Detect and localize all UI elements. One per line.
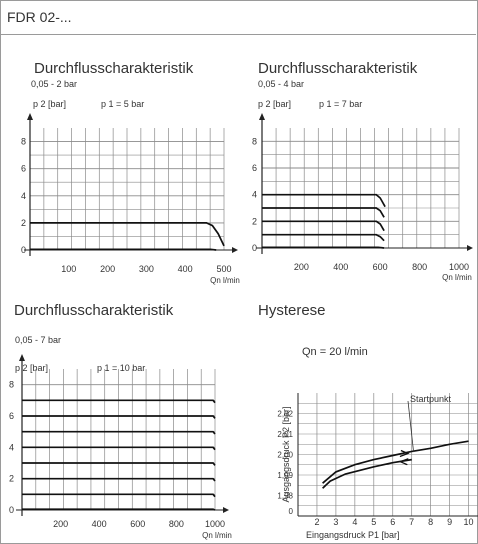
chart-2-ylabel: p 2 [bar] — [258, 99, 291, 109]
chart-3-title: Durchflusscharakteristik — [14, 302, 174, 319]
x-tick-label: 7 — [409, 517, 414, 527]
chart-1-ylabel: p 2 [bar] — [33, 99, 66, 109]
x-tick-label: 8 — [428, 517, 433, 527]
hysteresis-line-2 — [322, 458, 412, 489]
x-tick-label: 1000 — [449, 262, 469, 272]
chart-3-condition: p 1 = 10 bar — [97, 363, 145, 373]
x-axis-arrow — [232, 247, 238, 253]
hysteresis-line-1 — [322, 440, 469, 484]
x-tick-label: 100 — [61, 264, 76, 274]
chart-4-ylabel: Ausgangsdruck P2 [bar] — [281, 406, 291, 502]
x-tick-label: 200 — [100, 264, 115, 274]
x-tick-label: 3 — [333, 517, 338, 527]
y-tick-label: 1,99 — [277, 471, 293, 480]
chart-3-ylabel: p 2 [bar] — [15, 363, 48, 373]
y-tick-label: 4 — [21, 191, 26, 201]
chart-4-xlabel: Eingangsdruck P1 [bar] — [306, 530, 400, 540]
x-tick-label: 800 — [169, 519, 184, 529]
chart-1-subtitle: 0,05 - 2 bar — [31, 79, 77, 89]
x-tick-label: 10 — [464, 517, 474, 527]
series-line-2 — [30, 222, 225, 247]
y-tick-label: 1,98 — [277, 492, 293, 501]
x-tick-label: 4 — [352, 517, 357, 527]
startpunkt-annotation: Startpunkt — [410, 394, 452, 404]
y-tick-label: 0 — [21, 245, 26, 255]
x-axis-arrow — [467, 245, 473, 251]
x-tick-label: 5 — [371, 517, 376, 527]
document-title: FDR 02-... — [7, 9, 72, 25]
series-line-8 — [22, 399, 216, 404]
x-tick-label: 400 — [178, 264, 193, 274]
chart-2-title: Durchflusscharakteristik — [258, 60, 418, 77]
chart-3-xlabel: Qn l/min — [202, 531, 232, 540]
y-tick-label: 0 — [9, 505, 14, 515]
x-tick-label: 300 — [139, 264, 154, 274]
chart-1-condition: p 1 = 5 bar — [101, 99, 144, 109]
series-line-5 — [22, 446, 216, 451]
y-tick-label: 2,02 — [277, 410, 293, 419]
y-tick-label: 2 — [252, 216, 257, 226]
y-tick-label: 8 — [252, 136, 257, 146]
series-line-5 — [262, 193, 386, 208]
y-tick-label: 2,00 — [277, 451, 293, 460]
chart-4-title: Hysterese — [258, 302, 326, 319]
y-axis-arrow — [259, 113, 265, 120]
y-tick-label: 4 — [9, 442, 14, 452]
x-tick-label: 600 — [130, 519, 145, 529]
x-tick-label: 400 — [333, 262, 348, 272]
rising-arrow — [399, 449, 410, 458]
falling-arrow — [398, 458, 409, 466]
y-tick-label: 0 — [252, 243, 257, 253]
chart-2-subtitle: 0,05 - 4 bar — [258, 79, 304, 89]
series-line-2 — [262, 233, 385, 242]
header-bar: FDR 02-... — [0, 0, 476, 35]
y-tick-label: 8 — [21, 137, 26, 147]
y-tick-label: 2 — [9, 474, 14, 484]
x-tick-label: 200 — [53, 519, 68, 529]
x-tick-label: 2 — [314, 517, 319, 527]
series-line-3 — [22, 477, 216, 482]
x-tick-label: 1000 — [205, 519, 225, 529]
x-axis-arrow — [223, 507, 229, 513]
chart-4-subtitle: Qn = 20 l/min — [302, 346, 368, 358]
y-tick-label: 6 — [9, 411, 14, 421]
series-line-6 — [22, 430, 216, 435]
chart-1-title: Durchflusscharakteristik — [34, 60, 194, 77]
x-tick-label: 500 — [216, 264, 231, 274]
y-tick-label-zero: 0 — [289, 507, 294, 516]
chart-1-xlabel: Qn l/min — [210, 276, 240, 285]
x-tick-label: 200 — [294, 262, 309, 272]
y-tick-label: 2 — [21, 218, 26, 228]
x-tick-label: 600 — [373, 262, 388, 272]
chart-2-condition: p 1 = 7 bar — [319, 99, 362, 109]
startpunkt-leader — [407, 400, 414, 453]
series-line-1 — [262, 246, 385, 249]
x-tick-label: 6 — [390, 517, 395, 527]
series-line-1 — [22, 508, 216, 511]
series-line-4 — [22, 462, 216, 466]
series-line-2 — [22, 493, 216, 498]
chart-3-subtitle: 0,05 - 7 bar — [15, 335, 61, 345]
series-line-7 — [22, 415, 216, 419]
x-tick-label: 9 — [447, 517, 452, 527]
y-tick-label: 6 — [21, 164, 26, 174]
series-line-3 — [262, 220, 385, 232]
x-tick-label: 800 — [412, 262, 427, 272]
y-tick-label: 8 — [9, 380, 14, 390]
y-tick-label: 4 — [252, 190, 257, 200]
x-tick-label: 400 — [92, 519, 107, 529]
series-line-4 — [262, 207, 385, 218]
y-tick-label: 2,01 — [277, 430, 293, 439]
series-line-1 — [30, 248, 217, 251]
y-axis-arrow — [27, 113, 33, 120]
chart-2-xlabel: Qn l/min — [442, 273, 472, 282]
y-axis-arrow — [19, 354, 25, 361]
y-tick-label: 6 — [252, 163, 257, 173]
